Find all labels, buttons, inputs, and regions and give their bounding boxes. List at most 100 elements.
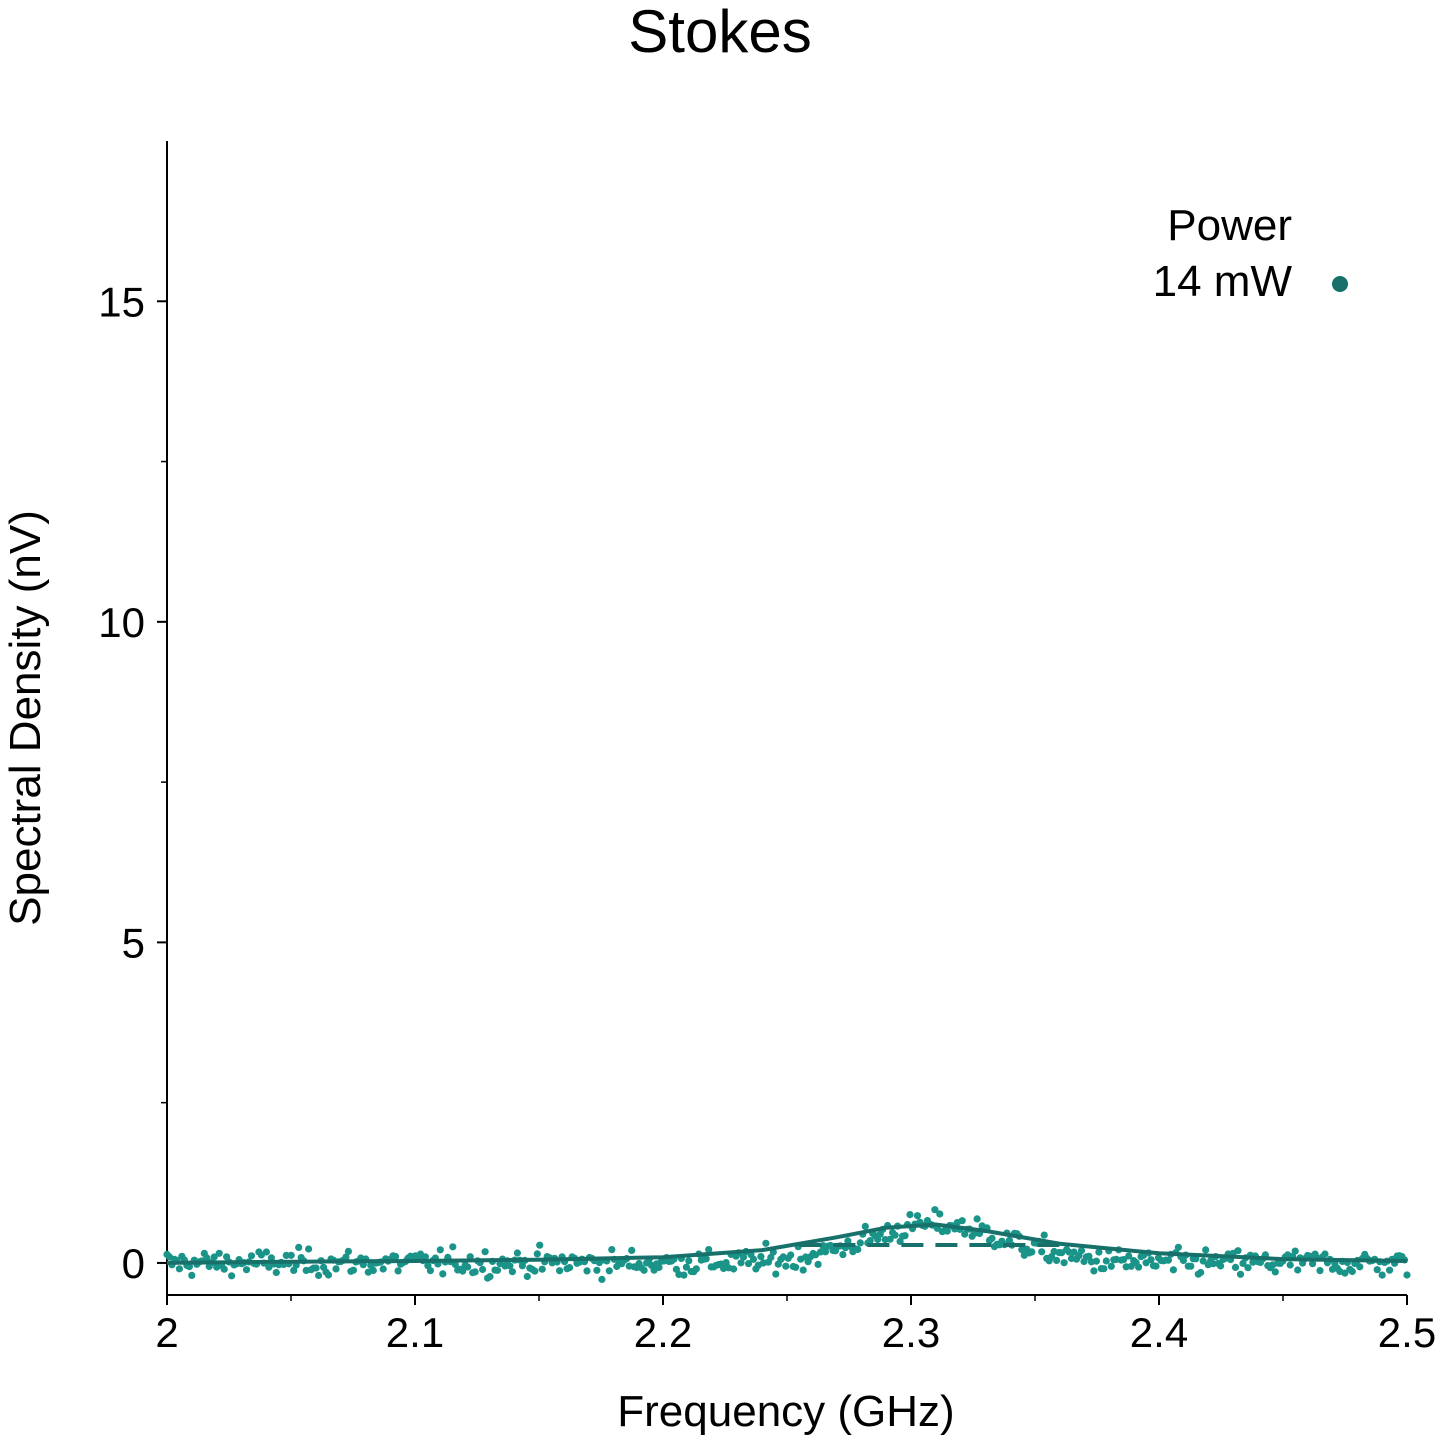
- data-point: [1202, 1246, 1210, 1254]
- data-point: [799, 1266, 807, 1274]
- data-point: [459, 1267, 467, 1275]
- data-point: [394, 1267, 402, 1275]
- data-point: [518, 1262, 527, 1270]
- data-point: [943, 1227, 951, 1235]
- data-point: [175, 1265, 183, 1273]
- data-point: [471, 1268, 479, 1276]
- data-point: [1236, 1270, 1245, 1278]
- data-point: [1309, 1260, 1317, 1268]
- data-point: [185, 1263, 193, 1271]
- data-point: [379, 1265, 387, 1273]
- data-point: [792, 1263, 800, 1271]
- data-point: [464, 1263, 472, 1271]
- legend: Power 14 mW: [1153, 201, 1348, 306]
- data-point: [1038, 1248, 1046, 1256]
- data-point: [744, 1260, 753, 1268]
- x-tick-label: 2.2: [634, 1309, 692, 1356]
- data-point: [531, 1267, 539, 1275]
- fit-line: [166, 1222, 1408, 1265]
- data-point: [1403, 1271, 1411, 1279]
- data-point: [1169, 1266, 1177, 1274]
- data-point: [821, 1248, 830, 1256]
- data-point: [886, 1235, 894, 1243]
- data-point: [481, 1248, 489, 1256]
- x-tick-label: 2.1: [386, 1309, 444, 1356]
- data-point: [449, 1243, 457, 1251]
- data-point: [451, 1260, 459, 1269]
- data-point: [1135, 1263, 1143, 1271]
- data-point: [1348, 1267, 1356, 1276]
- data-point: [486, 1273, 494, 1281]
- data-point: [508, 1268, 516, 1276]
- data-point: [1028, 1248, 1036, 1256]
- data-point: [439, 1270, 447, 1278]
- data-point: [739, 1253, 748, 1261]
- data-point: [685, 1257, 693, 1265]
- data-point: [1341, 1269, 1349, 1277]
- data-point: [680, 1271, 688, 1279]
- x-tick-label: 2: [155, 1309, 178, 1356]
- data-point: [267, 1254, 275, 1262]
- data-point: [655, 1263, 663, 1271]
- data-point: [513, 1249, 522, 1257]
- data-point: [640, 1266, 648, 1274]
- data-point: [1053, 1256, 1061, 1264]
- data-point: [988, 1234, 996, 1242]
- data-point: [692, 1265, 700, 1273]
- data-point: [493, 1266, 502, 1274]
- data-point: [854, 1245, 862, 1254]
- legend-marker-dot: [1332, 276, 1348, 292]
- plot-area: [163, 1206, 1411, 1283]
- data-point: [1386, 1266, 1394, 1274]
- data-point: [242, 1266, 251, 1274]
- data-point: [702, 1255, 710, 1263]
- data-point: [392, 1252, 400, 1261]
- data-point: [312, 1264, 320, 1272]
- data-point: [1217, 1262, 1225, 1270]
- data-point: [1070, 1248, 1078, 1256]
- data-point: [1085, 1252, 1093, 1260]
- data-point: [844, 1237, 852, 1245]
- legend-title: Power: [1167, 201, 1292, 250]
- data-point: [506, 1262, 514, 1270]
- y-tick-label: 5: [122, 919, 145, 966]
- data-point: [856, 1239, 864, 1247]
- data-point: [344, 1247, 352, 1255]
- data-point: [1356, 1263, 1364, 1271]
- data-point: [188, 1271, 196, 1279]
- data-point: [203, 1254, 211, 1262]
- data-point: [866, 1237, 874, 1245]
- data-point: [787, 1251, 795, 1259]
- data-point: [210, 1253, 218, 1261]
- data-point: [228, 1272, 236, 1280]
- data-point: [479, 1265, 487, 1274]
- data-point: [1286, 1261, 1294, 1269]
- data-point: [737, 1259, 745, 1267]
- chart-title: Stokes: [628, 0, 811, 65]
- data-point: [1164, 1256, 1172, 1264]
- data-point: [421, 1253, 429, 1261]
- data-point: [583, 1267, 591, 1275]
- data-point: [1321, 1250, 1329, 1258]
- data-point: [1090, 1267, 1098, 1275]
- data-point: [598, 1275, 606, 1283]
- axes: 2 2.1 2.2 2.3 2.4 2.5 0 5 10 15: [98, 141, 1436, 1356]
- data-point: [839, 1251, 847, 1259]
- y-tick-label: 0: [122, 1240, 145, 1287]
- data-point: [1077, 1247, 1086, 1255]
- data-point: [1294, 1266, 1302, 1274]
- y-axis-label: Spectral Density (nV): [1, 510, 50, 926]
- data-point: [749, 1255, 758, 1263]
- data-point: [215, 1249, 223, 1257]
- data-point: [566, 1264, 574, 1272]
- x-tick-label: 2.4: [1130, 1309, 1188, 1356]
- data-point: [1100, 1265, 1108, 1273]
- data-point: [315, 1271, 323, 1280]
- data-point: [295, 1243, 303, 1251]
- data-point: [556, 1267, 564, 1275]
- data-point: [973, 1215, 981, 1223]
- data-point: [1234, 1247, 1242, 1255]
- y-tick-label: 10: [98, 599, 145, 646]
- data-point: [958, 1217, 966, 1225]
